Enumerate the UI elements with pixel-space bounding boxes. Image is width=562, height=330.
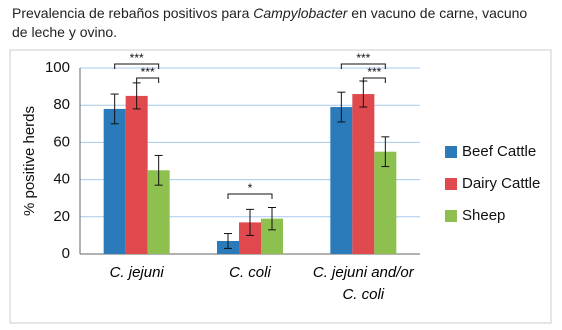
legend-label: Beef Cattle	[462, 143, 536, 160]
y-axis-label: % positive herds	[21, 106, 38, 216]
legend-swatch	[445, 210, 457, 222]
bar	[330, 107, 353, 254]
error-bar	[268, 207, 276, 231]
legend-swatch	[445, 178, 457, 190]
significance-label: ***	[356, 51, 370, 65]
bar	[352, 94, 375, 254]
legend-label: Sheep	[462, 207, 505, 224]
x-tick-label: C. jejuni and/or C. coli	[312, 264, 414, 303]
title-text: Prevalencia de rebaños positivos para	[12, 5, 254, 21]
y-tick-label: 60	[53, 133, 70, 150]
legend-swatch	[445, 146, 457, 158]
error-bar	[154, 154, 163, 186]
error-bar	[337, 91, 346, 123]
significance-label: *	[248, 181, 253, 195]
significance-label: ***	[130, 51, 144, 65]
significance-bracket	[362, 77, 386, 83]
x-tick-label: C. jejuni	[109, 264, 164, 281]
x-tick-label: C. coli	[229, 264, 271, 281]
x-tick-label-box: C. jejuni and/or C. coli	[312, 264, 414, 303]
significance-bracket	[136, 77, 160, 83]
error-bar	[381, 136, 390, 168]
chart-title: Prevalencia de rebaños positivos para Ca…	[12, 4, 532, 42]
bar	[125, 95, 148, 255]
significance-label: ***	[367, 65, 381, 79]
significance-bracket	[114, 63, 160, 69]
bar	[147, 170, 170, 254]
title-text: Campylobacter	[253, 5, 348, 21]
bar	[103, 108, 126, 254]
y-tick-label: 40	[53, 171, 70, 188]
title-text: en vacuno de carne, vacuno de leche y ov…	[12, 5, 528, 40]
bar	[374, 151, 397, 254]
y-tick-label: 0	[62, 245, 70, 262]
error-bar	[246, 208, 254, 236]
chart-frame	[9, 49, 552, 324]
x-tick-label-box: C. jejuni	[109, 264, 164, 281]
significance-bracket	[340, 63, 386, 69]
significance-bracket	[227, 193, 273, 199]
bar	[239, 222, 261, 254]
significance-label: ***	[141, 65, 155, 79]
error-bar	[224, 233, 232, 249]
legend-label: Dairy Cattle	[462, 175, 540, 192]
y-tick-label: 100	[45, 59, 70, 76]
y-tick-label: 20	[53, 208, 70, 225]
x-tick-label-box: C. coli	[229, 264, 271, 281]
bar	[261, 218, 283, 254]
y-tick-label: 80	[53, 96, 70, 113]
error-bar	[110, 93, 119, 125]
